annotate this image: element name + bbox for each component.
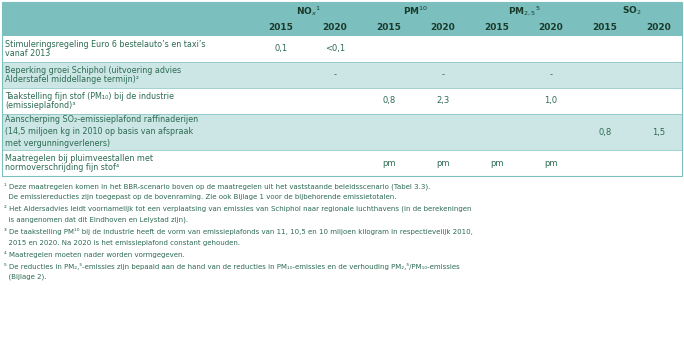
Text: (14,5 miljoen kg in 2010 op basis van afspraak: (14,5 miljoen kg in 2010 op basis van af… [5,127,194,137]
Text: 2015: 2015 [269,23,293,33]
Text: Maatregelen bij pluimveestallen met: Maatregelen bij pluimveestallen met [5,154,153,163]
Text: pm: pm [490,158,503,168]
Bar [2,114,682,150]
Text: 1,5: 1,5 [653,127,666,137]
Text: 2015: 2015 [592,23,618,33]
Text: 2,3: 2,3 [436,97,449,105]
Text: -: - [549,71,553,80]
Text: vanaf 2013: vanaf 2013 [5,49,50,58]
Text: pm: pm [544,158,557,168]
Bar [2,62,682,88]
Text: PM$^{10}$: PM$^{10}$ [404,5,429,17]
Text: Alderstafel middellange termijn)²: Alderstafel middellange termijn)² [5,75,139,84]
Text: <0,1: <0,1 [325,44,345,54]
Text: ⁴ Maatregelen moeten nader worden vormgegeven.: ⁴ Maatregelen moeten nader worden vormge… [4,251,185,258]
Bar [2,36,682,62]
Text: met vergunningverleners): met vergunningverleners) [5,140,110,148]
Bar [2,88,682,114]
Text: ² Het Aldersadvies leidt voornamelijk tot een verplaatsing van emissies van Schi: ² Het Aldersadvies leidt voornamelijk to… [4,205,471,213]
Text: ¹ Deze maatregelen komen in het BBR-scenario boven op de maatregelen uit het vas: ¹ Deze maatregelen komen in het BBR-scen… [4,182,430,190]
Text: NO$_{x}$$^{1}$: NO$_{x}$$^{1}$ [295,4,320,18]
Text: (Bijlage 2).: (Bijlage 2). [4,274,47,280]
Text: Taakstelling fijn stof (PM₁₀) bij de industrie: Taakstelling fijn stof (PM₁₀) bij de ind… [5,92,174,101]
Text: pm: pm [436,158,450,168]
Text: ³ De taakstelling PM¹⁰ bij de industrie heeft de vorm van emissieplafonds van 11: ³ De taakstelling PM¹⁰ bij de industrie … [4,228,473,235]
Text: ⁵ De reducties in PM₂,⁵-emissies zijn bepaald aan de hand van de reducties in PM: ⁵ De reducties in PM₂,⁵-emissies zijn be… [4,262,460,269]
Text: 2015: 2015 [377,23,402,33]
Text: (emissieplafond)³: (emissieplafond)³ [5,101,75,110]
Text: Stimuleringsregeling Euro 6 bestelauto’s en taxi’s: Stimuleringsregeling Euro 6 bestelauto’s… [5,40,205,49]
Text: 0,8: 0,8 [382,97,395,105]
Text: is aangenomen dat dit Eindhoven en Lelystad zijn).: is aangenomen dat dit Eindhoven en Lelys… [4,217,188,223]
Text: PM$_{2,5}$$^{5}$: PM$_{2,5}$$^{5}$ [508,4,540,18]
Text: 2020: 2020 [646,23,672,33]
Text: Aanscherping SO₂-emissieplafond raffinaderijen: Aanscherping SO₂-emissieplafond raffinad… [5,115,198,125]
Bar [2,150,682,176]
Text: pm: pm [382,158,396,168]
Text: 2015 en 2020. Na 2020 is het emissieplafond constant gehouden.: 2015 en 2020. Na 2020 is het emissieplaf… [4,240,240,246]
Text: 0,8: 0,8 [598,127,611,137]
Text: De emissiereducties zijn toegepast op de bovenraming. Zie ook Bijlage 1 voor de : De emissiereducties zijn toegepast op de… [4,193,397,200]
Text: -: - [334,71,337,80]
Text: 2015: 2015 [484,23,510,33]
Text: 2020: 2020 [323,23,347,33]
Text: Beperking groei Schiphol (uitvoering advies: Beperking groei Schiphol (uitvoering adv… [5,66,181,75]
Text: -: - [441,71,445,80]
Text: 1,0: 1,0 [544,97,557,105]
Text: SO$_{2}$: SO$_{2}$ [622,5,642,17]
Text: 2020: 2020 [538,23,564,33]
Text: 0,1: 0,1 [274,44,287,54]
Bar [2,2,682,176]
Text: normoverschrijding fijn stof⁴: normoverschrijding fijn stof⁴ [5,163,119,172]
Text: 2020: 2020 [431,23,456,33]
Bar [2,2,682,36]
